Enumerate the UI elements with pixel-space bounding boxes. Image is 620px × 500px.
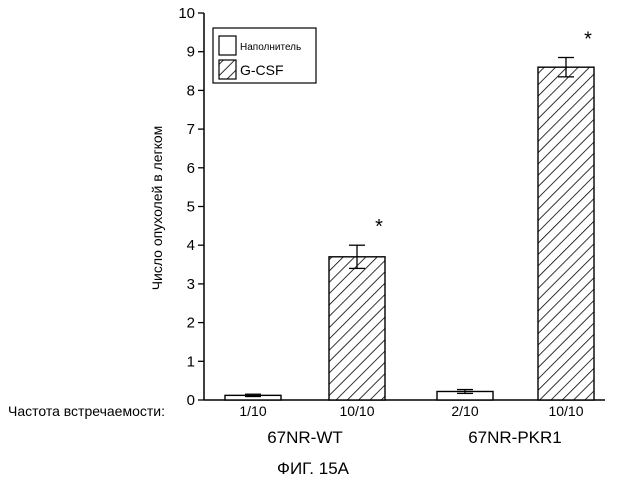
y-axis-label: Число опухолей в легком bbox=[149, 126, 165, 291]
y-tick-label: 2 bbox=[187, 315, 195, 332]
y-tick-label: 7 bbox=[187, 121, 195, 138]
y-tick-label: 4 bbox=[187, 237, 195, 254]
y-tick-label: 6 bbox=[187, 160, 195, 177]
y-tick-label: 8 bbox=[187, 82, 195, 99]
y-tick-label: 0 bbox=[187, 392, 195, 409]
y-tick-label: 5 bbox=[187, 199, 195, 216]
legend-label-plain: Наполнитель bbox=[240, 42, 301, 53]
group-label: 67NR-PKR1 bbox=[468, 428, 562, 447]
bars bbox=[225, 58, 594, 400]
y-tick-label: 3 bbox=[187, 276, 195, 293]
bar-gcsf-0 bbox=[329, 257, 385, 400]
legend-swatch-hatched bbox=[219, 60, 236, 79]
y-tick-label: 9 bbox=[187, 44, 195, 61]
frequency-row-label: Частота встречаемости: bbox=[8, 403, 165, 419]
frequency-label: 10/10 bbox=[339, 403, 374, 419]
frequency-label: 1/10 bbox=[239, 403, 266, 419]
frequency-label: 2/10 bbox=[451, 403, 478, 419]
figure-caption: ФИГ. 15А bbox=[277, 459, 350, 478]
legend: Наполнитель G-CSF bbox=[213, 28, 316, 83]
frequency-label: 10/10 bbox=[548, 403, 583, 419]
significance-marker: * bbox=[584, 29, 592, 51]
y-tick-label: 1 bbox=[187, 353, 195, 370]
y-tick-label: 10 bbox=[178, 5, 195, 22]
legend-swatch-plain bbox=[219, 36, 236, 55]
bar-gcsf-1 bbox=[538, 67, 594, 400]
significance-marker: * bbox=[375, 216, 383, 238]
group-label: 67NR-WT bbox=[267, 428, 343, 447]
legend-label-hatched: G-CSF bbox=[240, 62, 284, 78]
